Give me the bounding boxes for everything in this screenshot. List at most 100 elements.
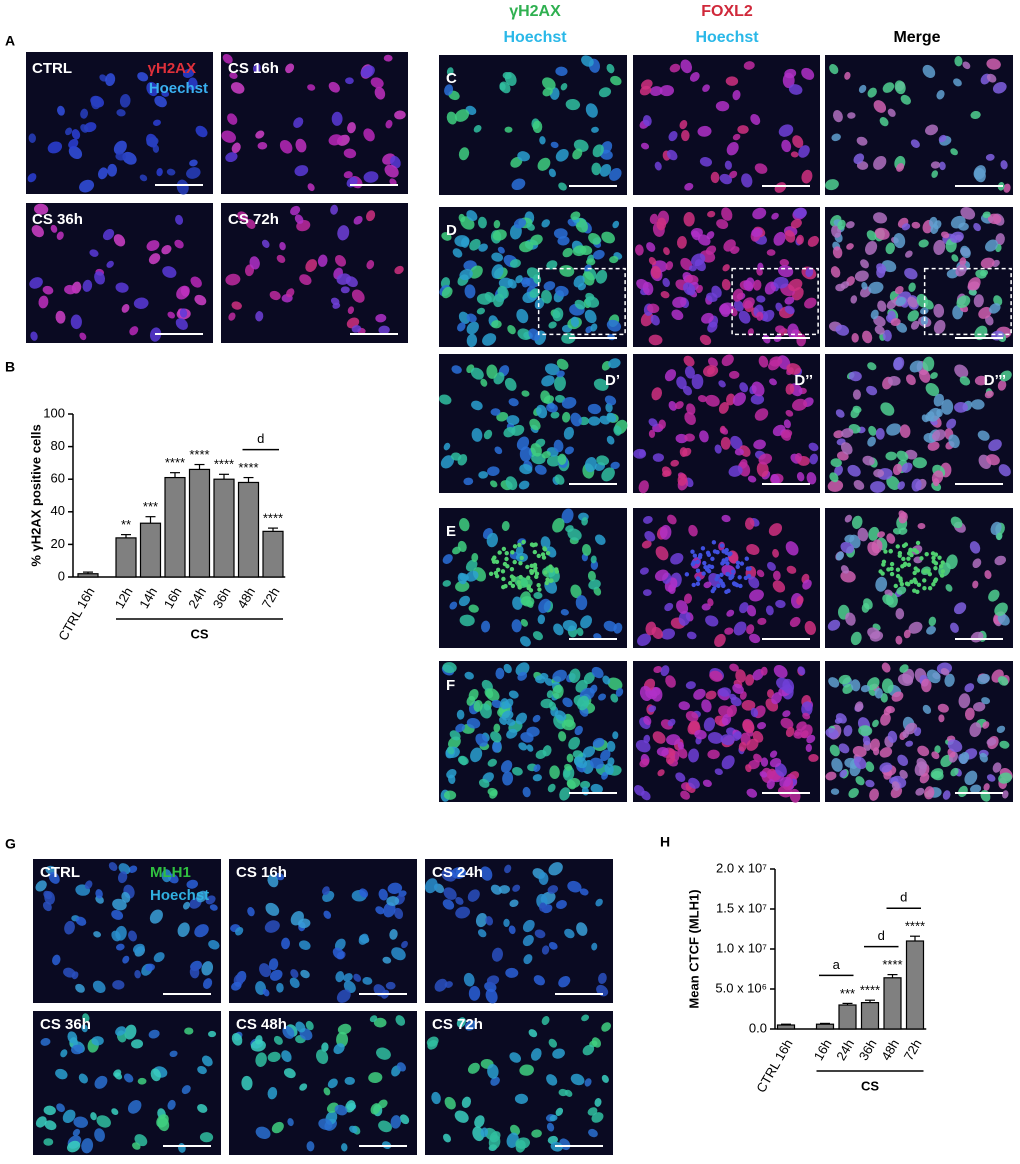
- nucleus: [741, 700, 756, 711]
- nucleus: [250, 1039, 266, 1052]
- nucleus: [56, 231, 64, 240]
- nucleus: [508, 690, 519, 699]
- significance: ****: [905, 919, 925, 934]
- nucleus: [558, 1088, 568, 1097]
- nucleus: [122, 151, 137, 165]
- nucleus: [399, 1114, 410, 1125]
- nucleus: [656, 217, 667, 231]
- nucleus: [910, 320, 920, 330]
- nucleus: [1000, 160, 1008, 170]
- nucleus: [666, 734, 681, 746]
- nucleus: [128, 865, 138, 873]
- nucleus: [718, 578, 723, 584]
- nucleus: [102, 228, 115, 241]
- image-label: CS 36h: [40, 1016, 91, 1033]
- nucleus: [93, 931, 102, 938]
- nucleus: [787, 323, 799, 339]
- nucleus: [591, 162, 602, 176]
- nucleus: [959, 751, 970, 765]
- nucleus: [249, 256, 260, 270]
- nucleus: [635, 244, 644, 256]
- nucleus: [781, 429, 793, 439]
- nucleus: [919, 556, 924, 561]
- nucleus: [202, 978, 213, 989]
- nucleus: [255, 130, 265, 139]
- nucleus: [927, 441, 940, 451]
- nucleus: [492, 229, 507, 241]
- nucleus: [798, 145, 810, 158]
- nucleus: [512, 544, 518, 549]
- nucleus: [843, 725, 853, 737]
- nucleus: [947, 739, 963, 753]
- nucleus: [562, 697, 573, 708]
- nucleus: [307, 183, 315, 192]
- nucleus: [867, 362, 877, 371]
- nucleus: [345, 77, 354, 85]
- nucleus: [48, 872, 60, 884]
- micrograph: [633, 508, 820, 648]
- nucleus: [719, 303, 731, 318]
- nucleus: [331, 111, 343, 126]
- nucleus: [440, 455, 455, 469]
- nucleus: [757, 617, 767, 625]
- nucleus: [177, 922, 190, 937]
- nucleus: [932, 478, 940, 487]
- error-bar: [83, 571, 93, 574]
- nucleus: [718, 380, 726, 388]
- nucleus: [570, 412, 582, 427]
- nucleus: [506, 415, 520, 425]
- nucleus: [643, 515, 653, 524]
- nucleus: [129, 326, 139, 336]
- nucleus: [116, 943, 125, 951]
- nucleus: [113, 140, 127, 155]
- nucleus: [589, 757, 604, 769]
- micrograph: [439, 207, 627, 348]
- nucleus: [588, 233, 601, 245]
- nucleus: [225, 152, 238, 163]
- nucleus: [973, 222, 981, 232]
- nucleus: [504, 72, 517, 86]
- nucleus: [153, 952, 165, 963]
- nucleus: [279, 139, 293, 154]
- nucleus: [927, 572, 933, 577]
- nucleus: [518, 742, 528, 751]
- nucleus: [959, 257, 967, 266]
- nucleus: [868, 281, 884, 294]
- nucleus: [499, 81, 511, 94]
- nucleus: [872, 719, 879, 728]
- nucleus: [725, 571, 730, 577]
- nucleus: [892, 463, 903, 476]
- nucleus: [454, 1110, 469, 1123]
- nucleus: [362, 977, 373, 985]
- nucleus: [606, 63, 615, 74]
- nucleus: [996, 725, 1006, 733]
- nucleus: [487, 758, 497, 767]
- nucleus: [536, 404, 548, 419]
- nucleus: [500, 760, 513, 773]
- nucleus: [504, 550, 509, 556]
- y-tick-label: 100: [43, 405, 65, 420]
- nucleus: [394, 265, 404, 275]
- nucleus: [558, 182, 567, 191]
- nucleus: [942, 790, 951, 800]
- nucleus: [691, 253, 706, 267]
- nucleus: [701, 312, 714, 324]
- nucleus: [705, 615, 719, 627]
- nucleus: [44, 1120, 57, 1131]
- nucleus: [735, 564, 740, 569]
- nucleus: [517, 671, 528, 681]
- nucleus: [570, 1073, 585, 1086]
- nucleus: [115, 152, 126, 161]
- nucleus: [637, 633, 652, 647]
- nucleus: [601, 467, 615, 482]
- nucleus: [502, 561, 508, 567]
- nucleus: [386, 896, 400, 907]
- nucleus: [896, 163, 905, 172]
- nucleus: [729, 170, 738, 179]
- nucleus: [514, 1093, 529, 1104]
- nucleus: [474, 1115, 485, 1128]
- nucleus: [145, 963, 155, 972]
- nucleus: [775, 599, 786, 609]
- nucleus: [783, 419, 791, 429]
- nucleus: [742, 719, 755, 733]
